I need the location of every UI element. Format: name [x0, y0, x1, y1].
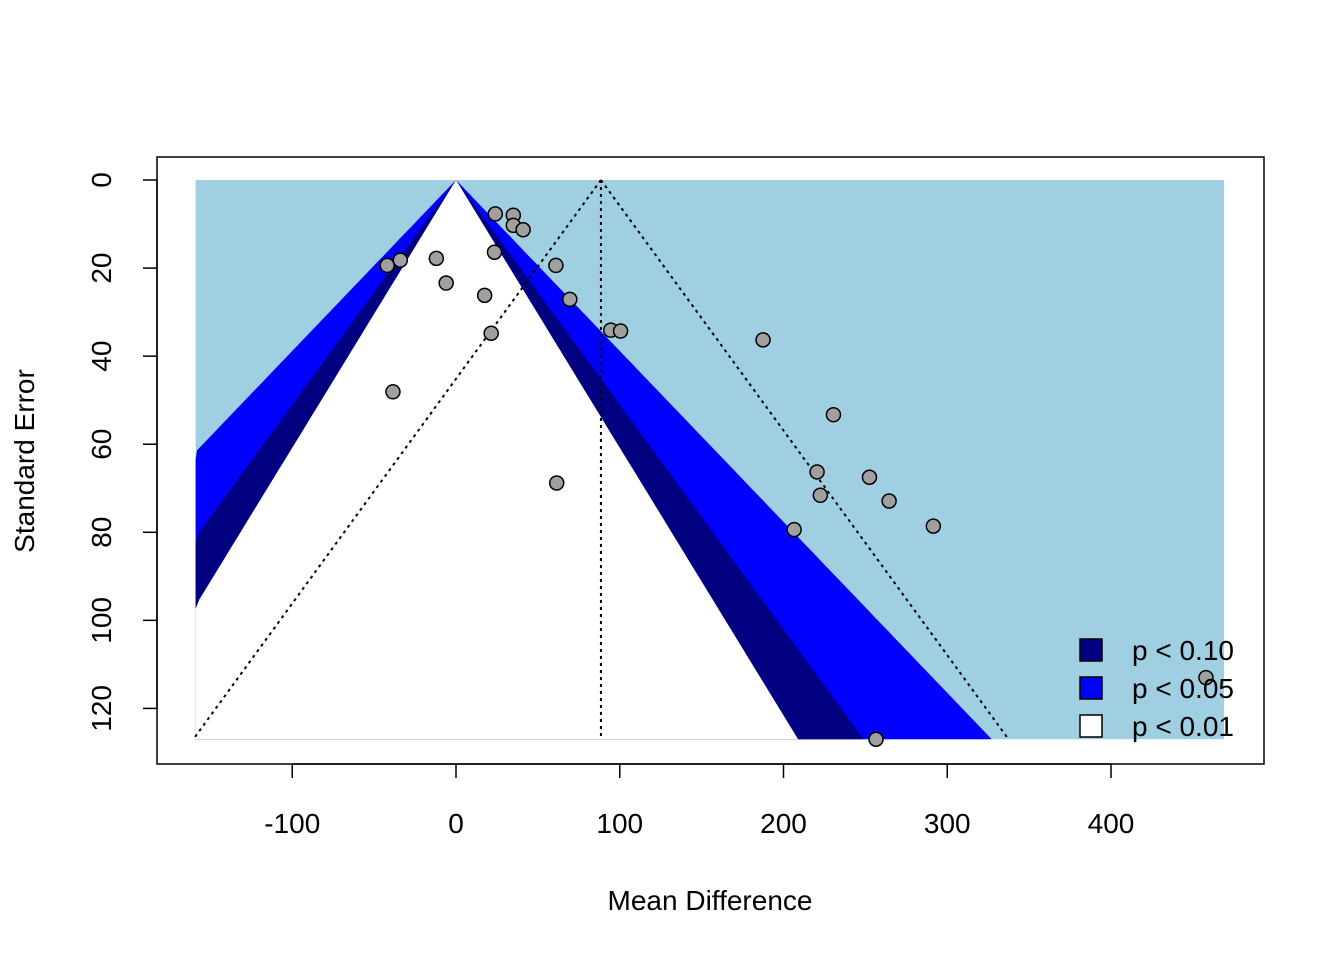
- study-point: [486, 244, 503, 260]
- reference-lines: [192, 179, 1010, 740]
- legend-swatch: [1079, 714, 1103, 738]
- study-point: [786, 521, 802, 538]
- study-point: [379, 257, 395, 274]
- study-point: [548, 257, 564, 274]
- study-point: [476, 287, 493, 304]
- legend-label: p < 0.05: [1132, 673, 1234, 704]
- legend-swatch: [1079, 676, 1103, 700]
- study-points: [379, 206, 1214, 747]
- study-point: [612, 323, 629, 339]
- x-tick-label: 200: [760, 808, 807, 839]
- y-axis-label: Standard Error: [9, 369, 40, 553]
- study-point: [385, 384, 401, 400]
- legend: p < 0.10 p < 0.05 p < 0.01: [1079, 635, 1234, 742]
- study-point: [825, 406, 842, 423]
- y-tick-label: 40: [86, 341, 117, 372]
- x-axis: -100 0 100 200 300 400: [264, 763, 1135, 839]
- ci-left-line: [192, 179, 602, 740]
- y-axis: 0 20 40 60 80 100 120: [86, 172, 158, 732]
- study-point: [1198, 669, 1214, 686]
- study-point: [868, 731, 884, 747]
- x-tick-label: -100: [264, 808, 320, 839]
- x-tick-label: 400: [1088, 808, 1135, 839]
- x-axis-label: Mean Difference: [608, 885, 813, 916]
- study-point: [881, 493, 897, 509]
- y-tick-label: 20: [86, 252, 117, 283]
- legend-swatch: [1079, 638, 1103, 662]
- ci-right-line: [600, 179, 1010, 740]
- study-point: [861, 469, 878, 485]
- study-point: [515, 222, 531, 238]
- y-tick-label: 60: [86, 429, 117, 460]
- study-point: [562, 291, 578, 308]
- x-tick-label: 100: [596, 808, 643, 839]
- study-point: [809, 464, 825, 480]
- study-point: [755, 332, 771, 348]
- study-point: [812, 487, 829, 504]
- region-p01: [195, 180, 799, 740]
- legend-label: p < 0.01: [1132, 711, 1234, 742]
- x-tick-label: 0: [448, 808, 464, 839]
- study-point: [925, 518, 942, 534]
- legend-label: p < 0.10: [1132, 635, 1234, 666]
- study-point: [487, 206, 504, 222]
- study-point: [392, 252, 409, 268]
- y-tick-label: 120: [86, 685, 117, 732]
- x-tick-label: 300: [924, 808, 971, 839]
- study-point: [548, 475, 565, 491]
- study-point: [438, 275, 454, 291]
- y-tick-label: 0: [86, 172, 117, 188]
- y-tick-label: 100: [86, 597, 117, 644]
- study-point: [428, 250, 445, 267]
- significance-contours: [195, 180, 1224, 740]
- study-point: [483, 325, 499, 341]
- y-tick-label: 80: [86, 517, 117, 548]
